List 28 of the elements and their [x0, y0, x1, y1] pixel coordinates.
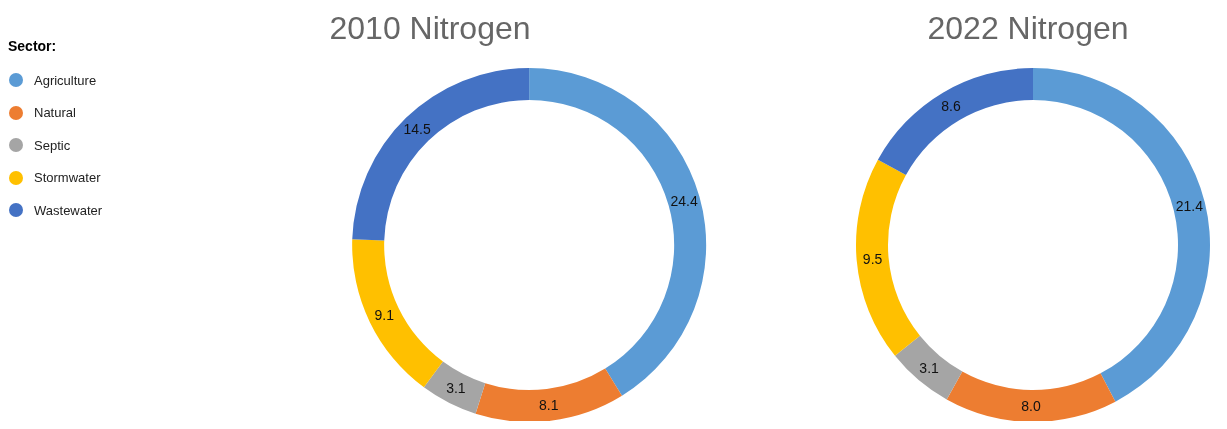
data-label: 3.1: [446, 380, 466, 397]
donut-slice: [877, 68, 1033, 176]
data-label: 8.0: [1021, 397, 1041, 414]
legend-label: Stormwater: [34, 170, 101, 186]
legend-label: Wastewater: [34, 202, 103, 218]
data-label: 8.6: [941, 98, 961, 115]
donut-slice: [1033, 68, 1210, 402]
donut-slice: [856, 159, 920, 356]
chart-title: 2022 Nitrogen: [926, 10, 1130, 47]
donut-slice: [895, 335, 963, 400]
legend-label: Septic: [34, 137, 71, 153]
legend-title: Sector:: [8, 38, 58, 54]
donut-slice: [529, 68, 707, 396]
donut-slice: [423, 361, 486, 414]
data-label: 8.1: [539, 396, 559, 413]
data-label: 9.5: [862, 250, 883, 267]
legend-label: Natural: [34, 105, 76, 121]
donut-slice: [352, 68, 530, 241]
data-label: 24.4: [670, 193, 698, 210]
chart-title: 2010 Nitrogen: [328, 10, 532, 47]
donut-slice: [352, 239, 443, 388]
data-label: 21.4: [1175, 198, 1204, 215]
donut-slice: [475, 368, 622, 421]
data-label: 14.5: [403, 121, 431, 138]
legend-label: Agriculture: [34, 72, 97, 88]
data-label: 3.1: [919, 359, 940, 376]
donut-slice: [946, 371, 1116, 421]
data-label: 9.1: [374, 307, 395, 324]
